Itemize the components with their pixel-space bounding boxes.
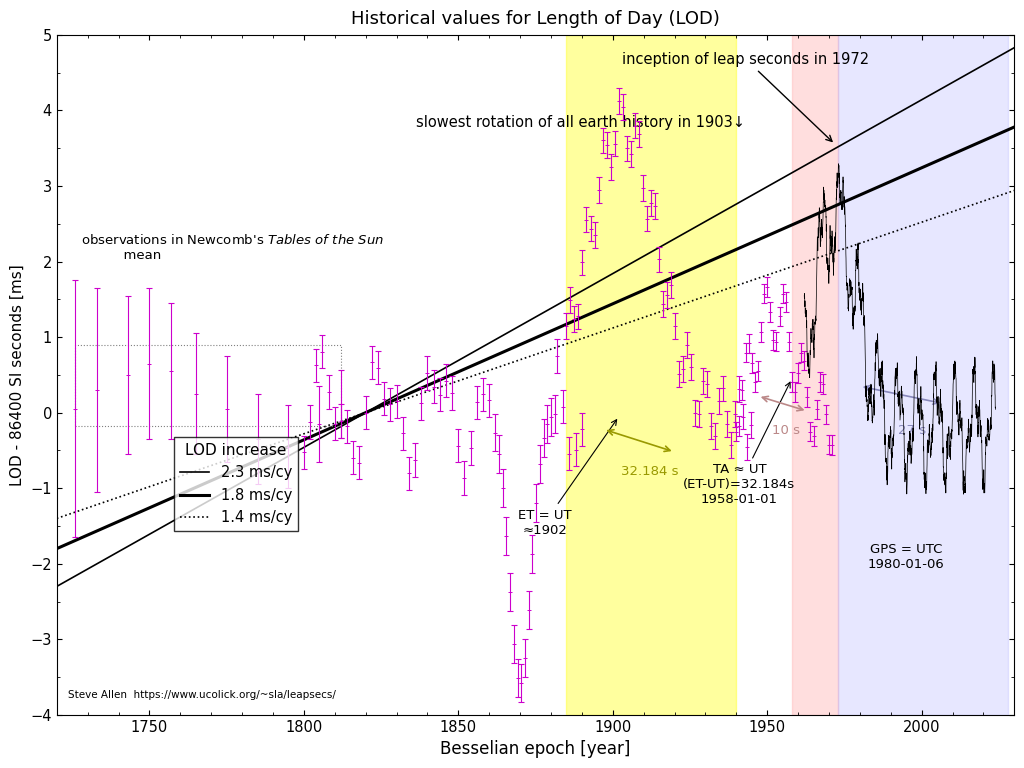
Text: observations in Newcomb's $\mathit{Tables\ of\ the\ Sun}$
          mean: observations in Newcomb's $\mathit{Table… <box>82 233 385 263</box>
Text: 27 s: 27 s <box>898 424 927 437</box>
Text: Steve Allen  https://www.ucolick.org/~sla/leapsecs/: Steve Allen https://www.ucolick.org/~sla… <box>69 690 336 700</box>
Title: Historical values for Length of Day (LOD): Historical values for Length of Day (LOD… <box>351 10 720 28</box>
Y-axis label: LOD - 86400 SI seconds [ms]: LOD - 86400 SI seconds [ms] <box>9 264 25 485</box>
Bar <box>839 35 1008 715</box>
Text: ET = UT
≈1902: ET = UT ≈1902 <box>518 419 616 537</box>
Text: 10 s: 10 s <box>772 424 800 437</box>
Text: 32.184 s: 32.184 s <box>621 465 679 478</box>
Text: inception of leap seconds in 1972: inception of leap seconds in 1972 <box>622 51 869 141</box>
Text: TA ≈ UT
(ET-UT)=32.184s
1958-01-01: TA ≈ UT (ET-UT)=32.184s 1958-01-01 <box>683 382 796 506</box>
Bar <box>792 35 839 715</box>
X-axis label: Besselian epoch [year]: Besselian epoch [year] <box>440 740 631 758</box>
Bar <box>566 35 736 715</box>
Text: slowest rotation of all earth history in 1903↓: slowest rotation of all earth history in… <box>416 114 744 130</box>
Text: GPS = UTC
1980-01-06: GPS = UTC 1980-01-06 <box>867 542 944 571</box>
Legend: 2.3 ms/cy, 1.8 ms/cy, 1.4 ms/cy: 2.3 ms/cy, 1.8 ms/cy, 1.4 ms/cy <box>174 437 298 531</box>
